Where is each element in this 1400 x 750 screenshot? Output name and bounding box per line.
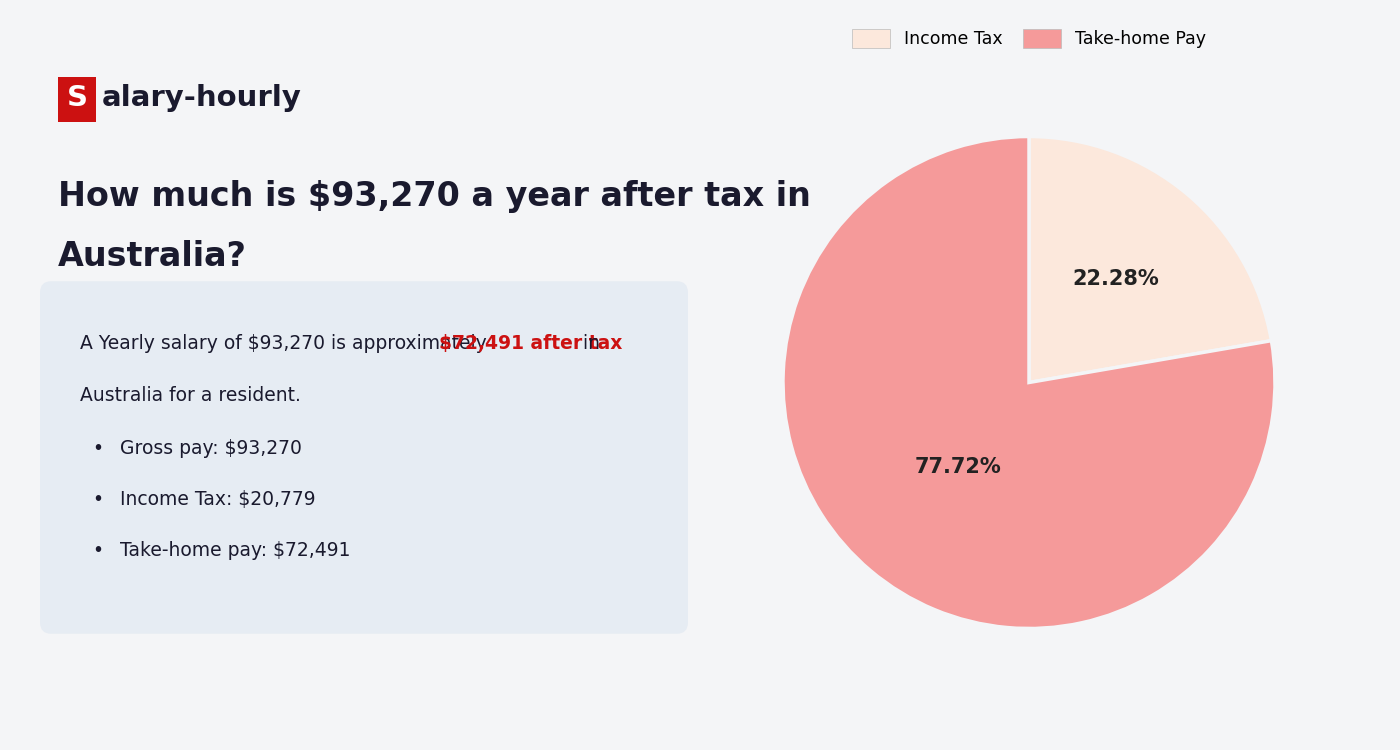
Text: Gross pay: $93,270: Gross pay: $93,270 [120, 439, 302, 458]
Text: •: • [92, 490, 104, 508]
Text: 77.72%: 77.72% [914, 458, 1001, 477]
FancyBboxPatch shape [59, 76, 97, 122]
Text: 22.28%: 22.28% [1072, 269, 1159, 289]
Text: A Yearly salary of $93,270 is approximately: A Yearly salary of $93,270 is approximat… [80, 334, 493, 352]
Legend: Income Tax, Take-home Pay: Income Tax, Take-home Pay [844, 22, 1214, 56]
Text: S: S [67, 83, 88, 112]
Text: alary-hourly: alary-hourly [102, 83, 302, 112]
Text: How much is $93,270 a year after tax in: How much is $93,270 a year after tax in [59, 180, 811, 213]
Text: $72,491 after tax: $72,491 after tax [438, 334, 622, 352]
Text: Income Tax: $20,779: Income Tax: $20,779 [120, 490, 316, 508]
Text: in: in [577, 334, 601, 352]
Text: Australia for a resident.: Australia for a resident. [80, 386, 301, 405]
Text: •: • [92, 439, 104, 458]
FancyBboxPatch shape [41, 281, 687, 634]
Wedge shape [783, 136, 1275, 628]
Text: •: • [92, 541, 104, 560]
Wedge shape [1029, 136, 1271, 382]
Text: Take-home pay: $72,491: Take-home pay: $72,491 [120, 541, 350, 560]
Text: Australia?: Australia? [59, 240, 248, 273]
